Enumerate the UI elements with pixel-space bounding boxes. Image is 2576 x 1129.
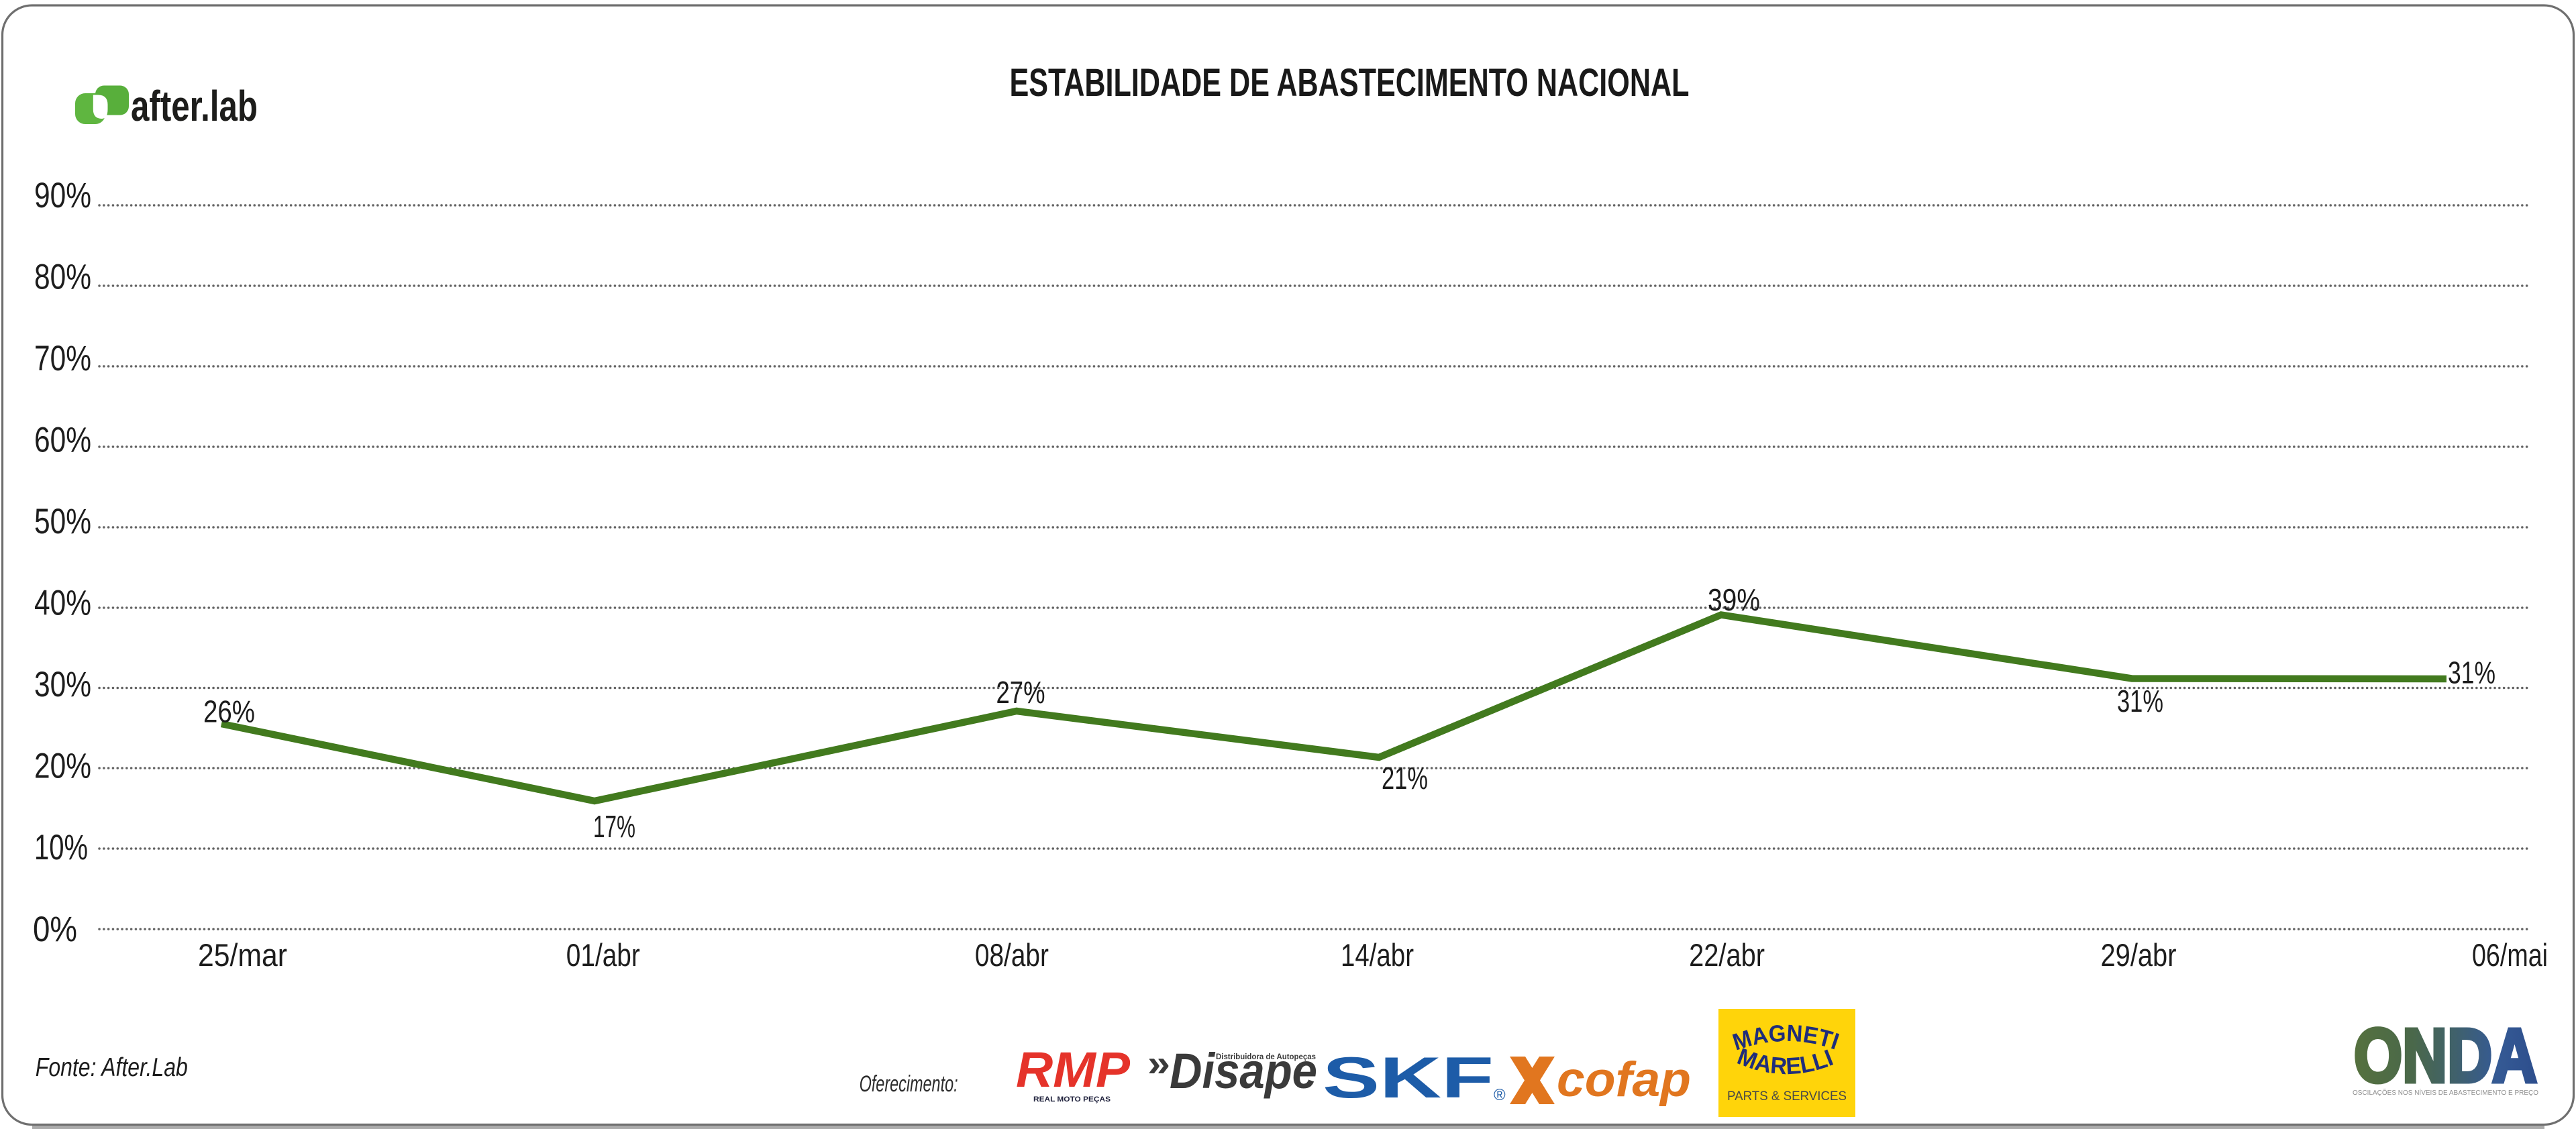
svg-text:RMP: RMP — [1016, 1042, 1131, 1097]
svg-text:50%: 50% — [34, 502, 91, 541]
svg-text:cofap: cofap — [1557, 1053, 1691, 1107]
svg-text:17%: 17% — [593, 809, 635, 844]
svg-text:after.lab: after.lab — [131, 82, 258, 130]
svg-text:40%: 40% — [34, 584, 91, 623]
svg-text:70%: 70% — [34, 339, 91, 378]
svg-text:90%: 90% — [34, 176, 91, 215]
svg-text:PARTS & SERVICES: PARTS & SERVICES — [1727, 1089, 1847, 1104]
svg-text:Distribuidora de Autopeças: Distribuidora de Autopeças — [1216, 1052, 1316, 1061]
svg-text:10%: 10% — [34, 828, 88, 867]
svg-text:31%: 31% — [2117, 684, 2163, 718]
svg-text:39%: 39% — [1708, 582, 1760, 617]
svg-text:31%: 31% — [2448, 655, 2495, 690]
svg-text:06/mai: 06/mai — [2472, 937, 2548, 973]
svg-text:ONDA: ONDA — [2354, 1014, 2537, 1098]
svg-text:®: ® — [1494, 1086, 1506, 1104]
svg-text:80%: 80% — [34, 257, 91, 297]
svg-text:60%: 60% — [34, 421, 91, 460]
svg-text:ESTABILIDADE DE ABASTECIMENTO: ESTABILIDADE DE ABASTECIMENTO NACIONAL — [1010, 61, 1690, 105]
svg-text:Fonte: After.Lab: Fonte: After.Lab — [36, 1053, 188, 1082]
svg-text:25/mar: 25/mar — [198, 937, 287, 973]
svg-text:22/abr: 22/abr — [1689, 937, 1765, 973]
svg-text:30%: 30% — [34, 665, 91, 704]
svg-text:21%: 21% — [1382, 761, 1428, 796]
svg-text:29/abr: 29/abr — [2101, 937, 2177, 973]
svg-text:08/abr: 08/abr — [975, 937, 1049, 973]
svg-text:SKF: SKF — [1323, 1046, 1494, 1110]
svg-text:26%: 26% — [203, 694, 255, 729]
svg-text:14/abr: 14/abr — [1341, 937, 1414, 973]
svg-text:Disape: Disape — [1170, 1043, 1317, 1099]
svg-text:0%: 0% — [33, 910, 77, 949]
svg-text:Oferecimento:: Oferecimento: — [860, 1071, 958, 1097]
svg-text:»: » — [1147, 1042, 1170, 1084]
svg-text:OSCILAÇÕES NOS NÍVEIS DE ABAST: OSCILAÇÕES NOS NÍVEIS DE ABASTECIMENTO E… — [2353, 1088, 2538, 1097]
svg-text:01/abr: 01/abr — [566, 937, 640, 973]
svg-text:REAL MOTO PEÇAS: REAL MOTO PEÇAS — [1033, 1095, 1111, 1104]
svg-text:20%: 20% — [34, 747, 91, 786]
svg-text:27%: 27% — [996, 675, 1045, 710]
